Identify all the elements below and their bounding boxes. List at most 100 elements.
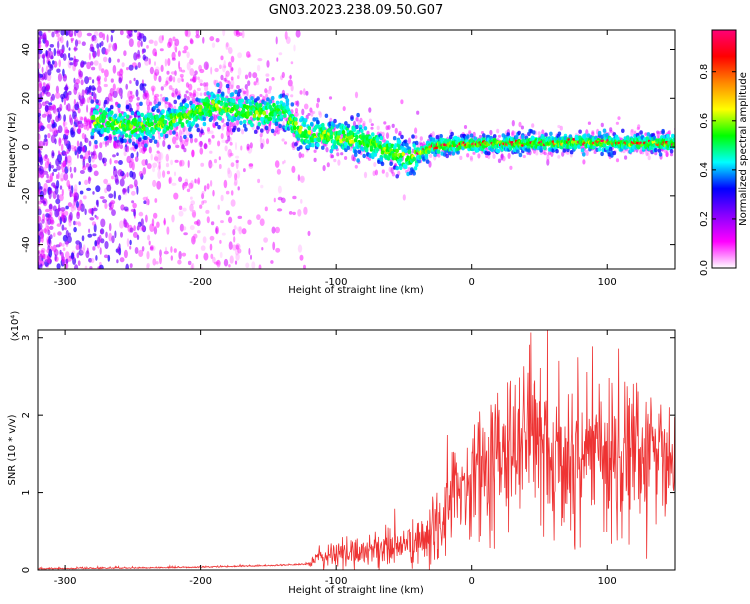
heatmap-cell <box>278 110 282 116</box>
heatmap-cell <box>158 152 164 161</box>
heatmap-cell <box>639 130 643 135</box>
heatmap-cell <box>153 139 158 144</box>
heatmap-cell <box>192 238 196 242</box>
heatmap-cell <box>289 74 292 80</box>
heatmap-cell <box>333 158 337 163</box>
heatmap-cell <box>93 144 96 152</box>
heatmap-cell <box>583 133 587 138</box>
heatmap-cell <box>189 68 195 76</box>
heatmap-cell <box>145 139 149 145</box>
heatmap-cell <box>102 33 106 41</box>
heatmap-cell <box>86 187 92 191</box>
heatmap-cell <box>219 239 222 244</box>
heatmap-cell <box>178 210 184 217</box>
heatmap-cell <box>88 258 93 263</box>
heatmap-cell <box>241 228 247 235</box>
heatmap-cell <box>241 128 245 135</box>
heatmap-cell <box>342 106 346 112</box>
heatmap-cell <box>120 204 125 211</box>
heatmap-cell <box>172 130 176 135</box>
snr-y-multiplier: (x10⁴) <box>10 311 21 342</box>
heatmap-cell <box>307 112 311 116</box>
heatmap-cell <box>61 169 66 173</box>
heatmap-cell <box>463 125 468 129</box>
heatmap-cell <box>110 78 114 83</box>
heatmap-cell <box>225 83 230 89</box>
heatmap-cell <box>241 108 246 113</box>
heatmap-cell <box>172 36 176 42</box>
heatmap-cell <box>369 145 374 150</box>
heatmap-cell <box>183 45 189 51</box>
heatmap-cell <box>294 142 298 147</box>
heatmap-cell <box>177 77 181 84</box>
heatmap-cell <box>647 155 651 161</box>
heatmap-cell <box>78 249 84 256</box>
heatmap-cell <box>141 159 147 167</box>
heatmap-cell <box>84 76 90 85</box>
heatmap-cell <box>38 222 43 230</box>
heatmap-cell <box>133 231 138 238</box>
heatmap-cell <box>224 102 229 108</box>
heatmap-cell <box>161 34 164 41</box>
heatmap-cell <box>202 36 205 44</box>
heatmap-cell <box>326 162 330 168</box>
heatmap-cell <box>174 159 179 163</box>
heatmap-cell <box>38 122 44 127</box>
heatmap-cell <box>179 73 184 78</box>
heatmap-cell <box>56 194 60 200</box>
heatmap-cell <box>217 125 221 130</box>
heatmap-cell <box>47 69 52 76</box>
heatmap-cell <box>103 77 108 82</box>
heatmap-cell <box>140 112 144 118</box>
heatmap-cell <box>228 241 233 250</box>
heatmap-cell <box>236 170 241 179</box>
heatmap-cell <box>44 154 48 159</box>
heatmap-cell <box>108 43 112 48</box>
heatmap-cell <box>59 249 62 255</box>
heatmap-cell <box>355 124 359 130</box>
heatmap-cell <box>657 148 662 153</box>
heatmap-cell <box>42 213 46 222</box>
heatmap-cell <box>56 180 60 189</box>
heatmap-cell <box>217 140 221 147</box>
heatmap-cell <box>130 152 134 159</box>
heatmap-cell <box>414 162 419 168</box>
heatmap-cell <box>356 130 360 135</box>
heatmap-cell <box>41 234 44 243</box>
heatmap-cell <box>435 134 440 140</box>
heatmap-cell <box>128 160 133 169</box>
heatmap-cell <box>205 82 209 87</box>
heatmap-cell <box>170 71 176 75</box>
heatmap-cell <box>247 219 252 225</box>
heatmap-cell <box>116 87 121 94</box>
colorbar-label: Normalized spectral amplitude <box>738 72 749 226</box>
heatmap-cell <box>152 258 157 266</box>
heatmap-cell <box>277 208 283 212</box>
heatmap-cell <box>587 121 592 125</box>
heatmap-cell <box>331 122 336 128</box>
heatmap-cell <box>152 166 156 173</box>
heatmap-cell <box>489 129 493 136</box>
heatmap-cell <box>227 135 231 142</box>
heatmap-cell <box>145 126 149 131</box>
heatmap-cell <box>129 239 132 246</box>
heatmap-cell <box>128 134 132 139</box>
heatmap-cell <box>104 202 108 209</box>
heatmap-cell <box>83 89 88 95</box>
heatmap-cell <box>88 155 92 164</box>
heatmap-cell <box>274 160 280 168</box>
heatmap-cell <box>58 242 63 247</box>
heatmap-cell <box>664 137 669 142</box>
heatmap-cell <box>156 150 160 154</box>
heatmap-cell <box>123 112 127 117</box>
heatmap-cell <box>76 101 79 109</box>
heatmap-cell <box>89 96 93 101</box>
heatmap-cell <box>250 254 252 260</box>
heatmap-cell <box>225 70 230 77</box>
heatmap-cell <box>86 32 92 37</box>
heatmap-cell <box>412 143 417 148</box>
heatmap-cell <box>163 217 166 225</box>
heatmap-cell <box>60 35 64 44</box>
heatmap-cell <box>353 152 358 157</box>
heatmap-cell <box>42 57 46 65</box>
